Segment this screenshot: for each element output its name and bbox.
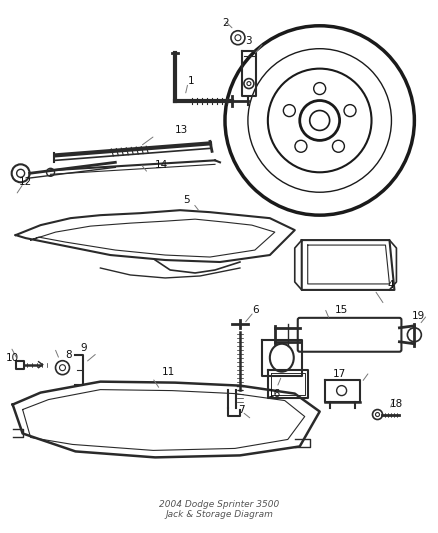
Text: 13: 13: [175, 125, 188, 135]
Text: 16: 16: [268, 389, 281, 399]
Text: 7: 7: [238, 405, 244, 415]
Text: 15: 15: [335, 305, 348, 315]
Text: 17: 17: [332, 369, 346, 378]
Text: 19: 19: [411, 311, 424, 321]
Text: 4: 4: [388, 280, 394, 290]
Text: 1: 1: [188, 76, 195, 86]
Text: 8: 8: [66, 350, 72, 360]
Text: 6: 6: [252, 305, 258, 315]
Text: 14: 14: [155, 160, 169, 171]
Circle shape: [225, 26, 414, 215]
Text: 9: 9: [81, 343, 87, 353]
Text: 18: 18: [389, 399, 403, 409]
Text: 2: 2: [222, 18, 229, 28]
Text: 3: 3: [245, 36, 251, 46]
Text: 11: 11: [162, 367, 176, 377]
Text: 2004 Dodge Sprinter 3500
Jack & Storage Diagram: 2004 Dodge Sprinter 3500 Jack & Storage …: [159, 500, 279, 519]
Text: 12: 12: [19, 177, 32, 187]
Text: 10: 10: [6, 353, 19, 363]
Text: 5: 5: [183, 195, 190, 205]
